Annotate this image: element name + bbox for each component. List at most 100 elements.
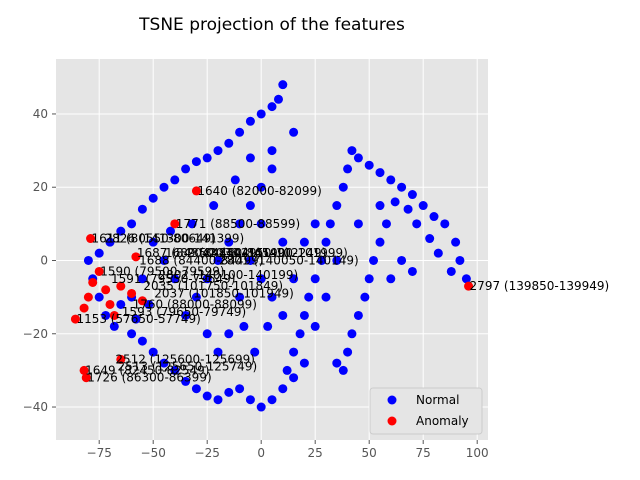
y-tick-label: −20 bbox=[23, 327, 48, 341]
data-point bbox=[397, 182, 407, 192]
point-annotation: 1760 (88000-88099) bbox=[133, 297, 257, 311]
data-point bbox=[332, 358, 342, 368]
data-point bbox=[386, 175, 396, 185]
data-point bbox=[256, 182, 266, 192]
data-point bbox=[131, 252, 141, 262]
x-tick-label: 75 bbox=[416, 446, 431, 460]
legend-label: Normal bbox=[416, 393, 459, 407]
data-point bbox=[425, 234, 435, 244]
data-point bbox=[464, 281, 474, 291]
legend-marker bbox=[387, 395, 397, 405]
plot-background bbox=[56, 59, 488, 440]
data-point bbox=[245, 116, 255, 126]
series-normal bbox=[83, 80, 471, 412]
point-annotation: 1640 (82000-82099) bbox=[197, 184, 321, 198]
data-point bbox=[202, 329, 212, 339]
data-point bbox=[81, 373, 91, 383]
point-annotation: 2043 (102150-102249) bbox=[187, 246, 327, 260]
data-point bbox=[131, 314, 141, 324]
data-point bbox=[94, 292, 104, 302]
data-point bbox=[79, 303, 89, 313]
data-point bbox=[116, 354, 126, 364]
data-point bbox=[407, 266, 417, 276]
data-point bbox=[202, 153, 212, 163]
data-point bbox=[170, 365, 180, 375]
series-anomaly bbox=[70, 186, 474, 383]
data-point bbox=[446, 266, 456, 276]
x-tick-label: 50 bbox=[362, 446, 377, 460]
data-point bbox=[181, 164, 191, 174]
data-point bbox=[94, 266, 104, 276]
data-point bbox=[230, 175, 240, 185]
data-point bbox=[105, 299, 115, 309]
legend-marker bbox=[387, 416, 397, 426]
y-tick-label: 0 bbox=[40, 253, 48, 267]
data-point bbox=[235, 292, 245, 302]
data-point bbox=[191, 157, 201, 167]
data-point bbox=[116, 281, 126, 291]
data-point bbox=[353, 153, 363, 163]
data-point bbox=[299, 237, 309, 247]
point-annotation: 2037 (101850-101949) bbox=[154, 286, 294, 300]
data-point bbox=[353, 310, 363, 320]
data-point bbox=[105, 237, 115, 247]
data-point bbox=[375, 201, 385, 211]
data-point bbox=[455, 255, 465, 265]
data-point bbox=[360, 292, 370, 302]
data-point bbox=[235, 127, 245, 137]
data-point bbox=[461, 274, 471, 284]
data-point bbox=[213, 146, 223, 156]
data-point bbox=[310, 219, 320, 229]
data-point bbox=[127, 288, 137, 298]
data-point bbox=[94, 248, 104, 258]
data-point bbox=[273, 94, 283, 104]
data-point bbox=[70, 314, 80, 324]
data-point bbox=[148, 193, 158, 203]
data-point bbox=[250, 347, 260, 357]
data-point bbox=[338, 182, 348, 192]
point-annotation: 2038 (101900-101999) bbox=[208, 246, 348, 260]
legend: Normal Anomaly bbox=[369, 387, 483, 435]
data-point bbox=[101, 310, 111, 320]
data-point bbox=[224, 387, 234, 397]
data-point bbox=[412, 219, 422, 229]
data-point bbox=[317, 255, 327, 265]
point-annotation: 1687 (84350-84449) bbox=[137, 246, 261, 260]
data-point bbox=[353, 219, 363, 229]
point-annotation: 2035 (101750-101849) bbox=[143, 279, 283, 293]
data-point bbox=[170, 175, 180, 185]
data-point bbox=[224, 138, 234, 148]
legend-box bbox=[369, 387, 483, 435]
data-point bbox=[267, 146, 277, 156]
data-point bbox=[407, 190, 417, 200]
point-annotation: 1591 (79550-79649) bbox=[111, 272, 235, 286]
data-point bbox=[278, 310, 288, 320]
data-point bbox=[224, 329, 234, 339]
data-point bbox=[343, 347, 353, 357]
data-point bbox=[83, 292, 93, 302]
data-point bbox=[235, 384, 245, 394]
data-point bbox=[109, 310, 119, 320]
data-point bbox=[347, 146, 357, 156]
point-annotation: 2802 (140100-140199) bbox=[159, 268, 299, 282]
data-point bbox=[332, 201, 342, 211]
data-point bbox=[375, 168, 385, 178]
data-point bbox=[191, 292, 201, 302]
data-point bbox=[310, 321, 320, 331]
data-point bbox=[159, 358, 169, 368]
point-annotation: 1649 (82450-82549) bbox=[85, 363, 209, 377]
data-point bbox=[245, 201, 255, 211]
data-point bbox=[263, 321, 273, 331]
data-point bbox=[256, 402, 266, 412]
data-point bbox=[418, 201, 428, 211]
data-point bbox=[289, 347, 299, 357]
data-point bbox=[403, 204, 413, 214]
data-point bbox=[267, 395, 277, 405]
data-point bbox=[295, 329, 305, 339]
y-tick-label: 20 bbox=[33, 180, 48, 194]
data-point bbox=[159, 255, 169, 265]
data-point bbox=[127, 219, 137, 229]
data-point bbox=[137, 336, 147, 346]
point-annotation: 2801 (140050-140149) bbox=[219, 253, 359, 267]
data-point bbox=[202, 274, 212, 284]
